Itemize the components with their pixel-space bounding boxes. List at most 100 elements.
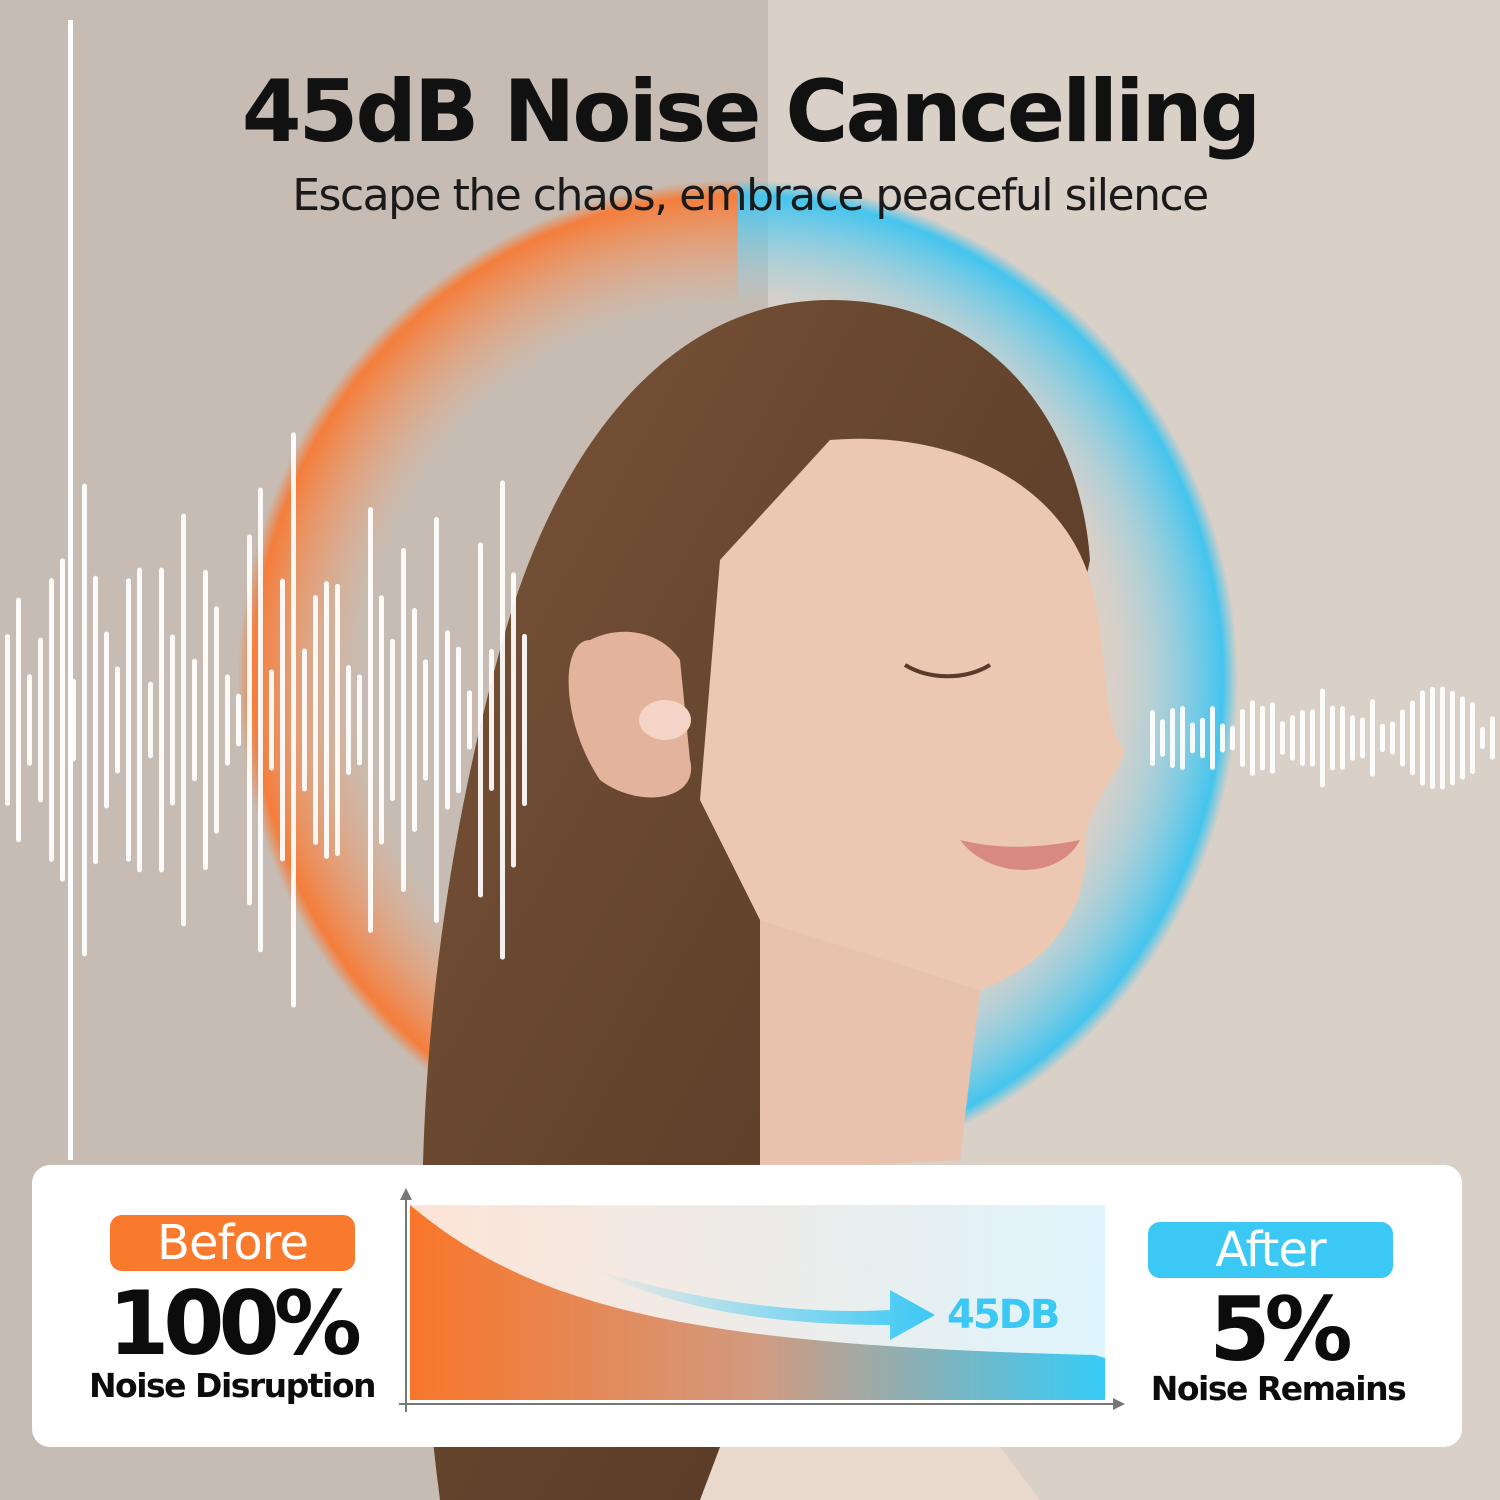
wave-bar xyxy=(1370,699,1375,777)
wave-bar xyxy=(236,693,241,747)
wave-bar xyxy=(5,633,10,807)
before-value: 100% xyxy=(108,1272,362,1375)
wave-bar xyxy=(214,606,219,834)
wave-bar xyxy=(1490,716,1495,760)
earbud xyxy=(639,700,691,740)
wave-bar xyxy=(302,648,307,792)
wave-bar xyxy=(1480,726,1485,750)
wave-bar xyxy=(27,674,32,766)
after-caption: Noise Remains xyxy=(1150,1369,1407,1408)
wave-bar xyxy=(1430,686,1435,790)
wave-bar xyxy=(16,597,21,843)
wave-bar xyxy=(1420,690,1425,786)
wave-bar xyxy=(456,646,461,794)
wave-bar xyxy=(247,534,252,906)
wave-bar xyxy=(1450,690,1455,786)
wave-bar xyxy=(1380,723,1385,753)
wave-bar xyxy=(280,578,285,862)
wave-bar xyxy=(467,690,472,750)
reduction-label: 45DB xyxy=(947,1292,1058,1338)
wave-bar xyxy=(1210,706,1215,770)
wave-bar xyxy=(1180,705,1185,771)
wave-bar xyxy=(1190,722,1195,754)
wave-bar xyxy=(1390,721,1395,755)
wave-bar xyxy=(357,674,362,766)
wave-bar xyxy=(1310,709,1315,767)
wave-bar xyxy=(291,432,296,1008)
wave-bar xyxy=(60,558,65,882)
wave-bar xyxy=(38,637,43,803)
wave-bar xyxy=(1280,721,1285,755)
wave-bar xyxy=(49,578,54,862)
before-badge: Before xyxy=(110,1215,355,1271)
wave-bar xyxy=(258,487,263,953)
wave-bar xyxy=(225,674,230,766)
wave-bar xyxy=(148,681,153,759)
wave-bar xyxy=(1220,723,1225,753)
wave-bar xyxy=(1440,686,1445,790)
wave-bar xyxy=(368,507,373,933)
wave-bar xyxy=(478,542,483,898)
wave-bar xyxy=(137,567,142,873)
noise-reduction-graph: 45DB xyxy=(399,1188,1125,1412)
wave-bar xyxy=(1150,709,1155,767)
wave-bar xyxy=(445,630,450,810)
wave-bar xyxy=(1330,705,1335,771)
wave-bar xyxy=(68,20,73,1160)
wave-bar xyxy=(203,569,208,871)
wave-bar xyxy=(1290,715,1295,761)
wave-bar xyxy=(1230,725,1235,751)
wave-bar xyxy=(379,595,384,845)
page-title: 45dB Noise Cancelling xyxy=(241,62,1262,162)
wave-bar xyxy=(1400,709,1405,767)
wave-bar xyxy=(1340,706,1345,770)
wave-bar xyxy=(159,567,164,873)
wave-bar xyxy=(313,595,318,845)
wave-bar xyxy=(324,581,329,859)
before-caption: Noise Disruption xyxy=(88,1366,377,1405)
wave-bar xyxy=(346,665,351,775)
wave-bar xyxy=(489,649,494,791)
wave-bar xyxy=(115,666,120,774)
after-badge: After xyxy=(1148,1222,1393,1278)
wave-bar xyxy=(104,631,109,809)
wave-bar xyxy=(1170,708,1175,768)
loud-noise-waveform xyxy=(5,20,527,1160)
wave-bar xyxy=(1200,717,1205,759)
wave-bar xyxy=(1250,700,1255,776)
wave-bar xyxy=(1260,705,1265,771)
wave-bar xyxy=(434,517,439,923)
wave-bar xyxy=(1360,717,1365,759)
wave-bar xyxy=(1460,696,1465,780)
page-subtitle: Escape the chaos, embrace peaceful silen… xyxy=(292,170,1209,221)
wave-bar xyxy=(522,633,527,807)
wave-bar xyxy=(1300,709,1305,767)
wave-bar xyxy=(401,547,406,893)
wave-bar xyxy=(412,608,417,832)
wave-bar xyxy=(170,634,175,806)
reduction-arrow-icon xyxy=(595,1270,935,1340)
wave-bar xyxy=(511,572,516,868)
wave-bar xyxy=(126,578,131,862)
wave-bar xyxy=(1470,702,1475,774)
wave-bar xyxy=(93,575,98,865)
ear xyxy=(568,631,692,798)
wave-bar xyxy=(1350,715,1355,761)
wave-bar xyxy=(390,638,395,802)
wave-bar xyxy=(192,658,197,782)
wave-bar xyxy=(500,480,505,960)
quiet-noise-waveform xyxy=(1150,686,1495,790)
wave-bar xyxy=(1160,719,1165,757)
wave-bar xyxy=(181,513,186,927)
wave-bar xyxy=(1410,700,1415,776)
wave-bar xyxy=(1270,702,1275,774)
after-value: 5% xyxy=(1209,1278,1352,1381)
wave-bar xyxy=(269,669,274,771)
wave-bar xyxy=(423,659,428,781)
wave-bar xyxy=(82,483,87,957)
wave-bar xyxy=(1240,709,1245,767)
wave-bar xyxy=(1320,688,1325,788)
wave-bar xyxy=(335,583,340,857)
noise-level-area xyxy=(410,1205,1105,1400)
